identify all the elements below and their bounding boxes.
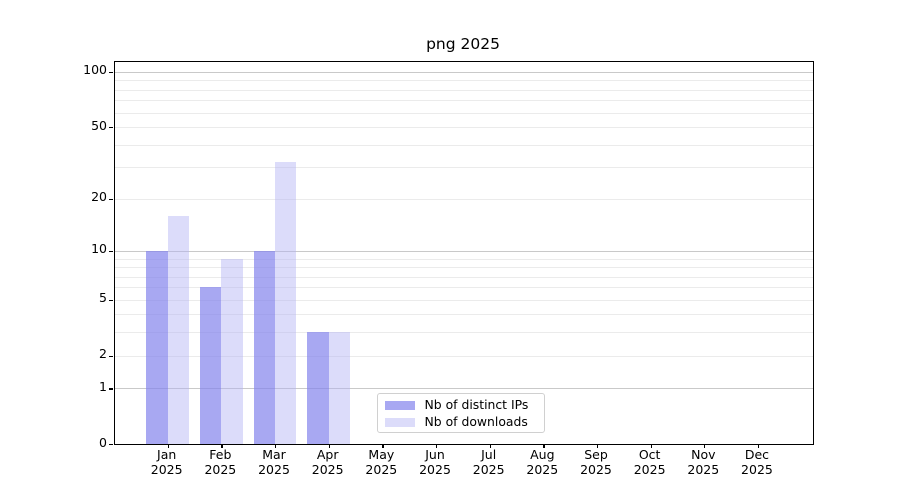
y-tick-label-2: 2 [99,346,107,362]
bar-apr-nb-of-downloads [328,332,351,445]
x-tick-nov [704,444,706,449]
y-tick-label-20: 20 [91,189,107,205]
x-tick-label-aug: Aug 2025 [526,447,559,477]
gridline-major-1 [115,388,813,390]
x-tick-mar [275,444,277,449]
gridline-minor-6 [115,287,813,289]
legend-swatch [384,400,415,410]
x-tick-label-oct: Oct 2025 [633,447,666,477]
y-tick-10 [108,250,113,253]
y-tick-50 [108,127,113,129]
x-tick-label-may: May 2025 [365,447,398,477]
chart-title: png 2025 [426,35,500,53]
bar-feb-nb-of-distinct-ips [199,287,222,445]
x-tick-jun [436,444,438,449]
legend: Nb of distinct IPs Nb of downloads [376,392,545,433]
x-tick-dec [757,444,760,449]
x-tick-label-jan: Jan 2025 [150,447,183,477]
x-tick-label-feb: Feb 2025 [204,447,237,477]
gridline-minor-50 [115,127,813,129]
x-tick-label-nov: Nov 2025 [687,447,720,477]
x-tick-aug [543,444,545,449]
y-tick-label-5: 5 [99,290,107,306]
legend-item-nb-of-downloads: Nb of downloads [384,414,544,431]
gridline-minor-20 [115,198,813,200]
legend-label: Nb of distinct IPs [424,397,529,412]
bar-jan-nb-of-downloads [167,215,190,445]
gridline-minor-7 [115,276,813,278]
y-tick-label-0: 0 [99,434,107,450]
x-tick-label-apr: Apr 2025 [311,447,344,477]
legend-swatch [384,417,415,427]
gridline-minor-60 [115,112,813,114]
gridline-minor-30 [115,167,813,169]
gridline-minor-3 [115,332,813,334]
gridline-minor-40 [115,144,813,146]
gridline-major-10 [115,250,813,252]
x-tick-apr [328,444,330,449]
x-tick-label-mar: Mar 2025 [258,447,290,477]
y-tick-100 [108,71,113,74]
y-tick-20 [108,198,113,200]
x-tick-jan [167,444,169,449]
y-tick-label-1: 1 [99,378,107,394]
plot-area [108,60,814,449]
gridline-minor-5 [115,299,813,301]
bar-apr-nb-of-distinct-ips [307,332,329,445]
x-tick-jul [489,444,491,449]
bar-mar-nb-of-downloads [275,162,297,445]
gridline-minor-80 [115,89,813,91]
legend-item-nb-of-distinct-ips: Nb of distinct IPs [384,397,544,414]
y-tick-label-50: 50 [91,117,107,133]
x-tick-label-dec: Dec 2025 [741,447,773,477]
legend-label: Nb of downloads [424,414,528,429]
bar-mar-nb-of-distinct-ips [253,250,275,445]
x-tick-may [382,444,384,449]
gridline-minor-9 [115,258,813,260]
bar-jan-nb-of-distinct-ips [146,250,168,445]
x-tick-sep [596,444,599,449]
y-tick-label-100: 100 [83,62,107,78]
y-tick-0 [108,444,113,446]
gridline-minor-4 [115,314,813,316]
gridline-minor-8 [115,267,813,269]
y-tick-5 [108,299,113,301]
bar-feb-nb-of-downloads [221,258,243,445]
x-tick-label-sep: Sep 2025 [580,447,612,477]
gridline-major-100 [115,71,813,73]
x-tick-label-jul: Jul 2025 [472,447,505,477]
x-tick-label-jun: Jun 2025 [419,447,451,477]
x-tick-feb [221,444,223,449]
gridline-minor-2 [115,355,813,357]
x-tick-oct [650,444,652,449]
y-tick-1 [108,388,113,390]
gridline-minor-90 [115,80,813,82]
y-tick-2 [108,355,113,357]
gridline-minor-70 [115,100,813,102]
y-tick-label-10: 10 [91,241,107,257]
